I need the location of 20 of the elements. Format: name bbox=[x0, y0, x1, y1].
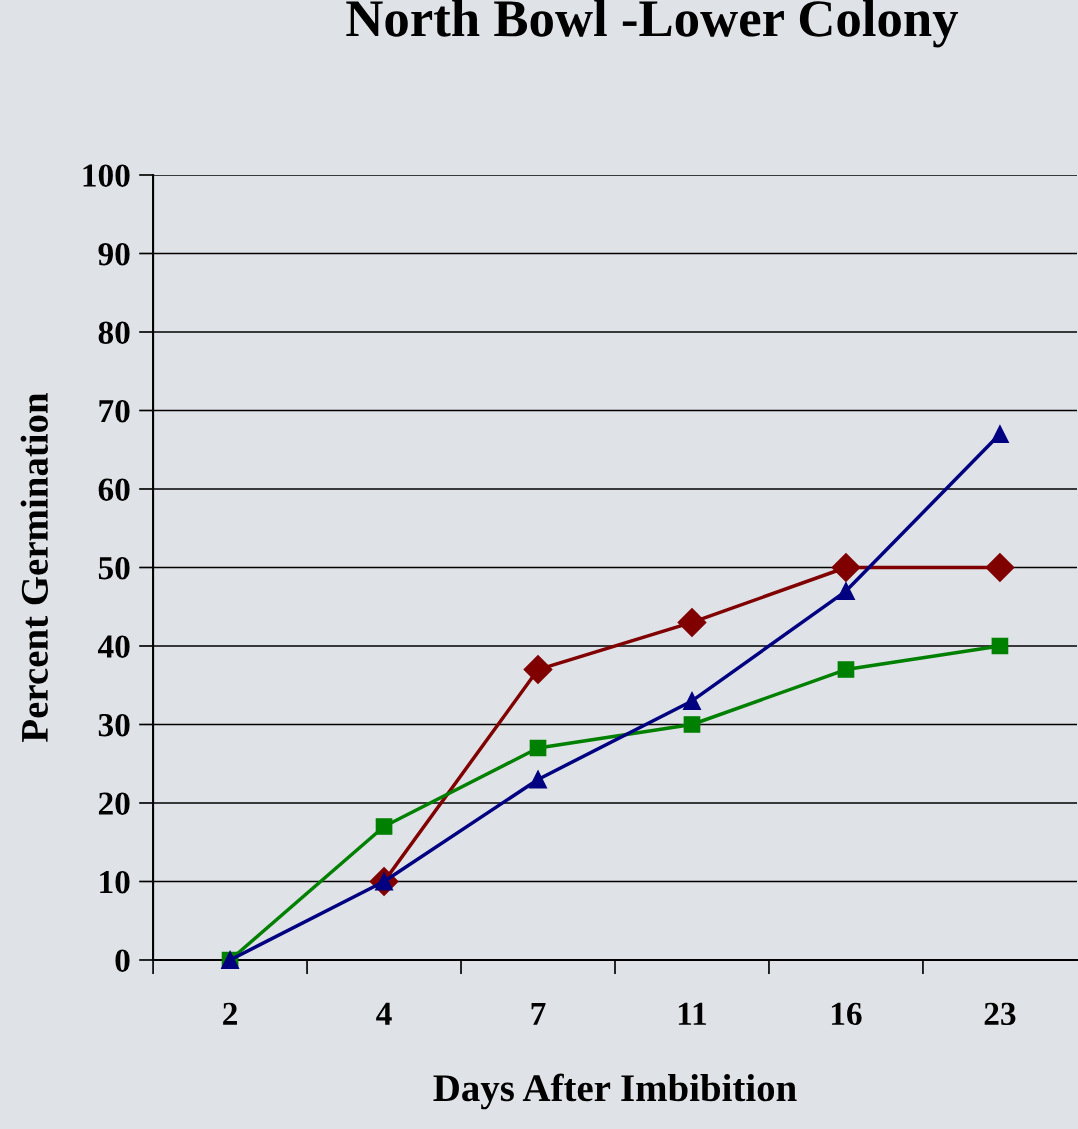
x-tick-label: 11 bbox=[678, 1002, 707, 1025]
y-tick-label: 0 bbox=[115, 949, 130, 972]
y-axis-title: Percent Germination bbox=[20, 392, 48, 742]
x-tick-label: 4 bbox=[376, 1002, 392, 1025]
y-tick-label: 30 bbox=[98, 713, 130, 737]
y-tick-label: 80 bbox=[98, 321, 130, 344]
x-tick-label: 23 bbox=[984, 1002, 1016, 1026]
chart-title: North Bowl -Lower Colony bbox=[346, 0, 959, 48]
y-tick-label: 40 bbox=[97, 635, 130, 658]
y-tick-label: 70 bbox=[99, 399, 130, 423]
x-tick-label: 16 bbox=[831, 1002, 862, 1026]
x-tick-label: 2 bbox=[223, 1002, 237, 1025]
x-axis-title: Days After Imbibition bbox=[433, 1073, 797, 1110]
y-tick-label: 50 bbox=[98, 556, 130, 580]
y-tick-label: 90 bbox=[98, 242, 130, 266]
y-tick-label: 60 bbox=[98, 478, 130, 501]
y-tick-label: 10 bbox=[100, 870, 130, 894]
y-tick-label: 100 bbox=[83, 164, 130, 187]
y-tick-label: 20 bbox=[98, 792, 130, 815]
x-tick-label: 7 bbox=[531, 1002, 546, 1025]
